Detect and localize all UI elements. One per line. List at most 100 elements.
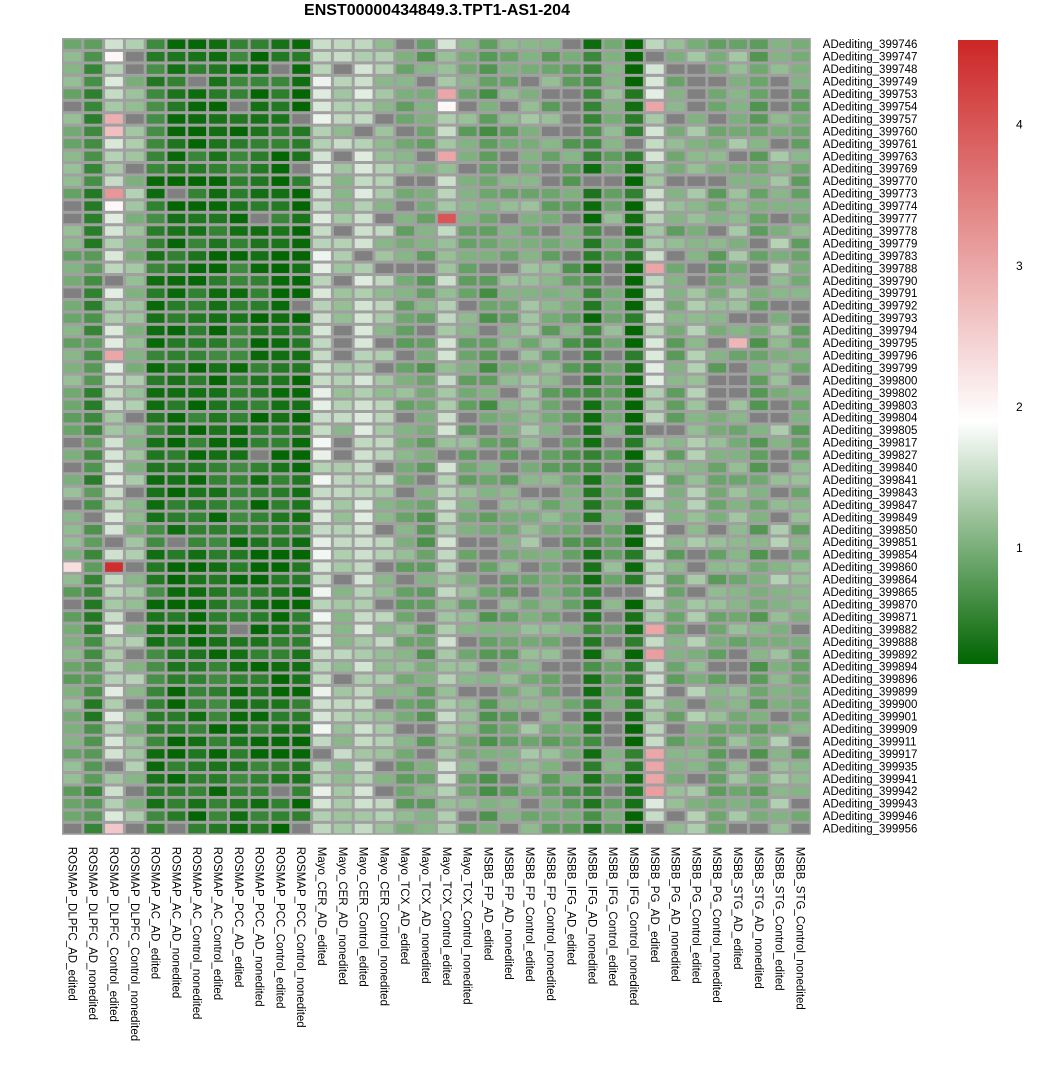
heatmap-cell: [105, 462, 123, 473]
heatmap-cell: [105, 549, 123, 560]
heatmap-cell: [541, 413, 560, 423]
heatmap-cell: [521, 562, 539, 572]
heatmap-cell: [437, 276, 456, 286]
heatmap-cell: [63, 39, 82, 49]
heatmap-cell: [500, 51, 519, 62]
heatmap-cell: [63, 450, 82, 460]
heatmap-cell: [333, 39, 352, 49]
heatmap-cell: [500, 313, 519, 323]
heatmap-cell: [396, 51, 415, 62]
heatmap-cell: [63, 388, 82, 398]
heatmap-cell: [84, 338, 103, 348]
heatmap-cell: [188, 574, 207, 585]
heatmap-cell: [500, 263, 519, 274]
heatmap-cell: [687, 64, 706, 74]
heatmap-cell: [645, 126, 664, 137]
heatmap-cell: [250, 413, 269, 423]
heatmap-cell: [146, 288, 165, 298]
heatmap-cell: [562, 587, 581, 597]
heatmap-cell: [63, 338, 82, 348]
heatmap-cell: [209, 425, 227, 435]
heatmap-cell: [770, 512, 789, 523]
heatmap-cell: [271, 400, 290, 410]
heatmap-cell: [167, 798, 186, 809]
heatmap-cell: [313, 164, 331, 174]
heatmap-cell: [604, 437, 623, 448]
heatmap-cell: [708, 238, 727, 249]
heatmap-cell: [188, 450, 207, 460]
heatmap-cell: [229, 475, 248, 485]
heatmap-cell: [604, 89, 623, 99]
heatmap-cell: [583, 500, 602, 510]
heatmap-cell: [105, 213, 123, 224]
heatmap-cell: [541, 662, 560, 672]
heatmap-cell: [63, 89, 82, 99]
heatmap-cell: [708, 437, 727, 448]
heatmap-cell: [770, 425, 789, 435]
heatmap-cell: [84, 637, 103, 647]
heatmap-cell: [125, 736, 144, 747]
heatmap-cell: [63, 325, 82, 336]
heatmap-cell: [521, 213, 539, 224]
heatmap-cell: [583, 325, 602, 336]
heatmap-cell: [521, 238, 539, 249]
heatmap-cell: [396, 164, 415, 174]
heatmap-cell: [292, 525, 311, 535]
heatmap-cell: [687, 711, 706, 722]
heatmap-cell: [333, 388, 352, 398]
heatmap-cell: [354, 39, 373, 49]
heatmap-cell: [271, 798, 290, 809]
heatmap-cell: [687, 512, 706, 523]
heatmap-cell: [354, 724, 373, 734]
heatmap-cell: [396, 674, 415, 684]
heatmap-cell: [333, 375, 352, 386]
heatmap-cell: [313, 350, 331, 361]
heatmap-cell: [729, 288, 747, 298]
heatmap-cell: [604, 139, 623, 149]
heatmap-cell: [229, 749, 248, 759]
heatmap-cell: [749, 388, 768, 398]
heatmap-cell: [458, 226, 477, 236]
heatmap-cell: [604, 201, 623, 211]
heatmap-cell: [604, 525, 623, 535]
heatmap-cell: [521, 101, 539, 112]
heatmap-cell: [354, 637, 373, 647]
heatmap-cell: [437, 313, 456, 323]
heatmap-cell: [500, 288, 519, 298]
heatmap-cell: [541, 475, 560, 485]
heatmap-cell: [479, 711, 498, 722]
heatmap-cell: [209, 400, 227, 410]
heatmap-cell: [500, 537, 519, 547]
heatmap-cell: [645, 537, 664, 547]
heatmap-cell: [209, 238, 227, 249]
heatmap-cell: [188, 89, 207, 99]
heatmap-cell: [396, 649, 415, 659]
heatmap-cell: [541, 823, 560, 834]
heatmap-cell: [541, 487, 560, 498]
heatmap-cell: [604, 823, 623, 834]
heatmap-cell: [687, 500, 706, 510]
heatmap-cell: [292, 562, 311, 572]
heatmap-cell: [562, 338, 581, 348]
heatmap-cell: [167, 176, 186, 186]
heatmap-cell: [188, 64, 207, 74]
heatmap-cell: [250, 574, 269, 585]
heatmap-cell: [146, 263, 165, 274]
heatmap-cell: [625, 549, 643, 560]
heatmap-cell: [458, 761, 477, 772]
heatmap-cell: [583, 823, 602, 834]
heatmap-cell: [749, 338, 768, 348]
heatmap-cell: [125, 549, 144, 560]
heatmap-cell: [625, 238, 643, 249]
heatmap-cell: [500, 425, 519, 435]
heatmap-cell: [229, 126, 248, 137]
column-labels: ROSMAP_DLPFC_AD_edited ROSMAP_DLPFC_AD_no…: [65, 847, 805, 1041]
heatmap-cell: [479, 699, 498, 709]
heatmap-cell: [125, 39, 144, 49]
heatmap-cell: [458, 114, 477, 124]
heatmap-cell: [729, 599, 747, 610]
heatmap-cell: [500, 562, 519, 572]
heatmap-cell: [375, 437, 394, 448]
heatmap-cell: [749, 736, 768, 747]
heatmap-cell: [645, 325, 664, 336]
